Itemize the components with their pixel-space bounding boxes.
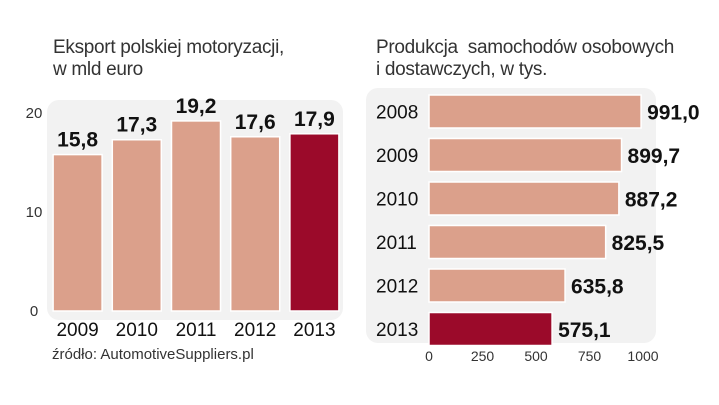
y-tick-label: 10 (26, 204, 43, 221)
left-chart-title-line1: Eksport polskiej motoryzacji, (53, 37, 284, 58)
hbar-2008 (428, 94, 642, 129)
right-chart-title: Produkcja samochodów osobowych i dostawc… (376, 37, 706, 81)
y-category-label-2013: 2013 (376, 320, 418, 341)
hvalue-label-2008: 991,0 (647, 102, 700, 125)
x-tick-label: 250 (471, 348, 495, 364)
x-tick-label-2010: 2010 (116, 320, 158, 341)
hvalue-label-2009: 899,7 (628, 145, 681, 168)
left-chart-title-line2: w mld euro (53, 59, 143, 80)
hvalue-label-2013: 575,1 (558, 319, 611, 342)
x-tick-label-2011: 2011 (176, 320, 217, 341)
right-chart-title-line1: Produkcja samochodów osobowych (376, 37, 675, 58)
bar-2011 (170, 120, 222, 312)
bar-2010 (111, 138, 163, 312)
hvalue-label-2011: 825,5 (612, 232, 665, 255)
y-category-label-2008: 2008 (376, 103, 418, 124)
value-label-2009: 15,8 (57, 129, 98, 152)
x-tick-label: 750 (578, 348, 602, 364)
hbar-2013 (428, 311, 553, 347)
y-category-label-2012: 2012 (376, 277, 418, 298)
hbar-2010 (428, 181, 620, 216)
y-tick-label: 20 (26, 105, 43, 122)
x-tick-label: 500 (524, 348, 548, 364)
value-label-2011: 19,2 (176, 95, 217, 118)
x-tick-label-2013: 2013 (293, 320, 335, 341)
bar-2009 (52, 153, 103, 312)
y-tick-label: 0 (30, 303, 38, 320)
y-category-label-2010: 2010 (376, 190, 418, 211)
value-label-2010: 17,3 (116, 114, 157, 137)
value-label-2013: 17,9 (294, 108, 335, 131)
bar-2013 (289, 133, 340, 312)
source-note: źródło: AutomotiveSuppliers.pl (52, 346, 254, 363)
hbar-2009 (428, 137, 623, 173)
y-category-label-2011: 2011 (376, 233, 417, 254)
hbar-2012 (428, 268, 566, 303)
left-chart-title: Eksport polskiej motoryzacji, w mld euro (53, 37, 353, 81)
x-tick-label-2009: 2009 (56, 320, 98, 341)
hvalue-label-2012: 635,8 (571, 276, 624, 299)
y-category-label-2009: 2009 (376, 146, 418, 167)
hbar-2011 (428, 224, 607, 260)
x-tick-label: 0 (425, 348, 433, 364)
right-chart-title-line2: i dostawczych, w tys. (376, 59, 548, 80)
bar-2012 (229, 136, 281, 312)
x-tick-label-2012: 2012 (234, 320, 276, 341)
hvalue-label-2010: 887,2 (625, 189, 678, 212)
value-label-2012: 17,6 (235, 111, 276, 134)
x-tick-label: 1000 (627, 348, 658, 364)
